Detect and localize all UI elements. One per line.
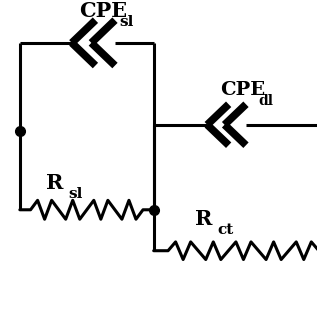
Text: CPE: CPE bbox=[79, 1, 127, 21]
Text: R: R bbox=[46, 173, 63, 193]
Text: dl: dl bbox=[259, 94, 274, 108]
Text: R: R bbox=[196, 209, 213, 229]
Text: CPE: CPE bbox=[220, 81, 265, 99]
Text: sl: sl bbox=[69, 187, 83, 201]
Text: sl: sl bbox=[119, 15, 134, 29]
Text: ct: ct bbox=[217, 223, 234, 237]
